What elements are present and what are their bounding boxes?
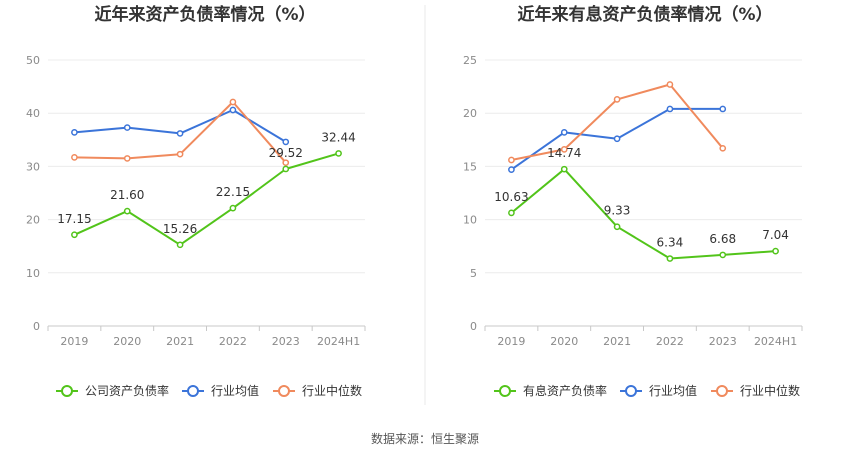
data-label: 15.26 [163, 222, 197, 236]
data-point [176, 241, 184, 249]
data-label: 32.44 [321, 130, 355, 144]
y-tick-label: 50 [26, 54, 40, 67]
series-line-0 [73, 152, 339, 246]
x-tick-label: 2020 [113, 335, 141, 348]
legend-label: 公司资产负债率 [85, 383, 169, 398]
legend-swatch-marker [278, 385, 290, 397]
x-tick-label: 2023 [709, 335, 737, 348]
data-point [71, 129, 78, 136]
y-tick-label: 25 [463, 54, 477, 67]
y-tick-label: 30 [26, 160, 40, 173]
data-label: 9.33 [604, 204, 631, 218]
data-label: 21.60 [110, 188, 144, 202]
y-tick-label: 0 [33, 320, 40, 333]
data-point [666, 255, 674, 262]
data-label: 14.74 [547, 146, 581, 160]
data-point [508, 209, 515, 217]
source-note: 数据来源：恒生聚源 [371, 431, 479, 446]
data-label: 7.04 [762, 228, 789, 242]
data-point [229, 98, 237, 106]
x-tick-label: 2020 [550, 335, 578, 348]
legend-label: 行业中位数 [302, 383, 362, 398]
legend-label: 行业均值 [649, 383, 697, 398]
data-point [719, 251, 727, 259]
legend-swatch-marker [187, 385, 199, 397]
data-point [613, 96, 621, 103]
x-tick-label: 2022 [656, 335, 684, 348]
chart-1-title: 近年来资产负债率情况（%） [94, 4, 315, 25]
x-tick-label: 2022 [219, 335, 247, 348]
data-label: 29.52 [269, 146, 303, 160]
y-tick-label: 0 [470, 320, 477, 333]
data-point [613, 223, 621, 231]
chart-1-plot: 0 10 20 30 40 50 2019 2020 2021 2022 2023 2024H1 17.… [26, 54, 366, 348]
y-tick-label: 15 [463, 160, 477, 173]
data-point [560, 129, 568, 136]
data-point [282, 138, 290, 146]
data-point [772, 247, 779, 255]
y-tick-label: 40 [26, 107, 40, 120]
chart-1-legend: 公司资产负债率 行业均值 行业中位数 [56, 383, 362, 398]
legend-label: 行业中位数 [740, 383, 800, 398]
series-line-2 [511, 83, 724, 161]
data-point [613, 135, 621, 143]
data-point [71, 231, 78, 239]
data-label: 6.34 [657, 236, 684, 250]
data-point [123, 155, 131, 162]
data-point [282, 159, 290, 167]
data-label: 6.68 [709, 232, 736, 246]
data-point [560, 146, 568, 153]
x-tick-label: 2021 [166, 335, 194, 348]
legend-swatch-marker [625, 385, 637, 397]
legend-label: 行业均值 [211, 383, 259, 398]
data-point [508, 156, 515, 164]
x-tick-label: 2024H1 [317, 335, 360, 348]
legend-swatch-marker [61, 385, 73, 397]
x-tick-label: 2023 [272, 335, 300, 348]
x-tick-label: 2019 [497, 335, 525, 348]
data-label: 10.63 [494, 190, 528, 204]
legend-swatch-marker [716, 385, 728, 397]
data-point [229, 204, 237, 212]
y-tick-label: 10 [463, 214, 477, 227]
x-tick-label: 2024H1 [754, 335, 797, 348]
series-line-0 [510, 168, 776, 260]
y-tick-label: 20 [26, 214, 40, 227]
data-point [508, 166, 515, 173]
y-tick-label: 5 [470, 267, 477, 280]
data-point [123, 124, 131, 131]
y-tick-label: 10 [26, 267, 40, 280]
data-point [176, 150, 184, 158]
data-point [666, 81, 674, 88]
data-point [229, 106, 237, 114]
data-point [282, 165, 290, 173]
data-label: 22.15 [216, 185, 250, 199]
chart-2-legend: 有息资产负债率 行业均值 行业中位数 [494, 383, 800, 398]
legend-label: 有息资产负债率 [523, 383, 607, 398]
data-point [335, 150, 342, 157]
y-tick-label: 20 [463, 107, 477, 120]
data-label: 17.15 [57, 212, 91, 226]
data-point [560, 165, 568, 173]
x-tick-label: 2019 [60, 335, 88, 348]
data-point [71, 154, 78, 161]
x-tick-label: 2021 [603, 335, 631, 348]
chart-2-title: 近年来有息资产负债率情况（%） [517, 4, 772, 25]
data-point [719, 144, 727, 152]
data-point [666, 105, 674, 113]
data-point [123, 207, 131, 215]
legend-swatch-marker [499, 385, 511, 397]
data-point [176, 130, 184, 137]
data-point [719, 105, 727, 113]
chart-2-plot: 0 5 10 15 20 25 2019 2020 2021 2022 2023 2024H1 10.6… [463, 54, 803, 348]
